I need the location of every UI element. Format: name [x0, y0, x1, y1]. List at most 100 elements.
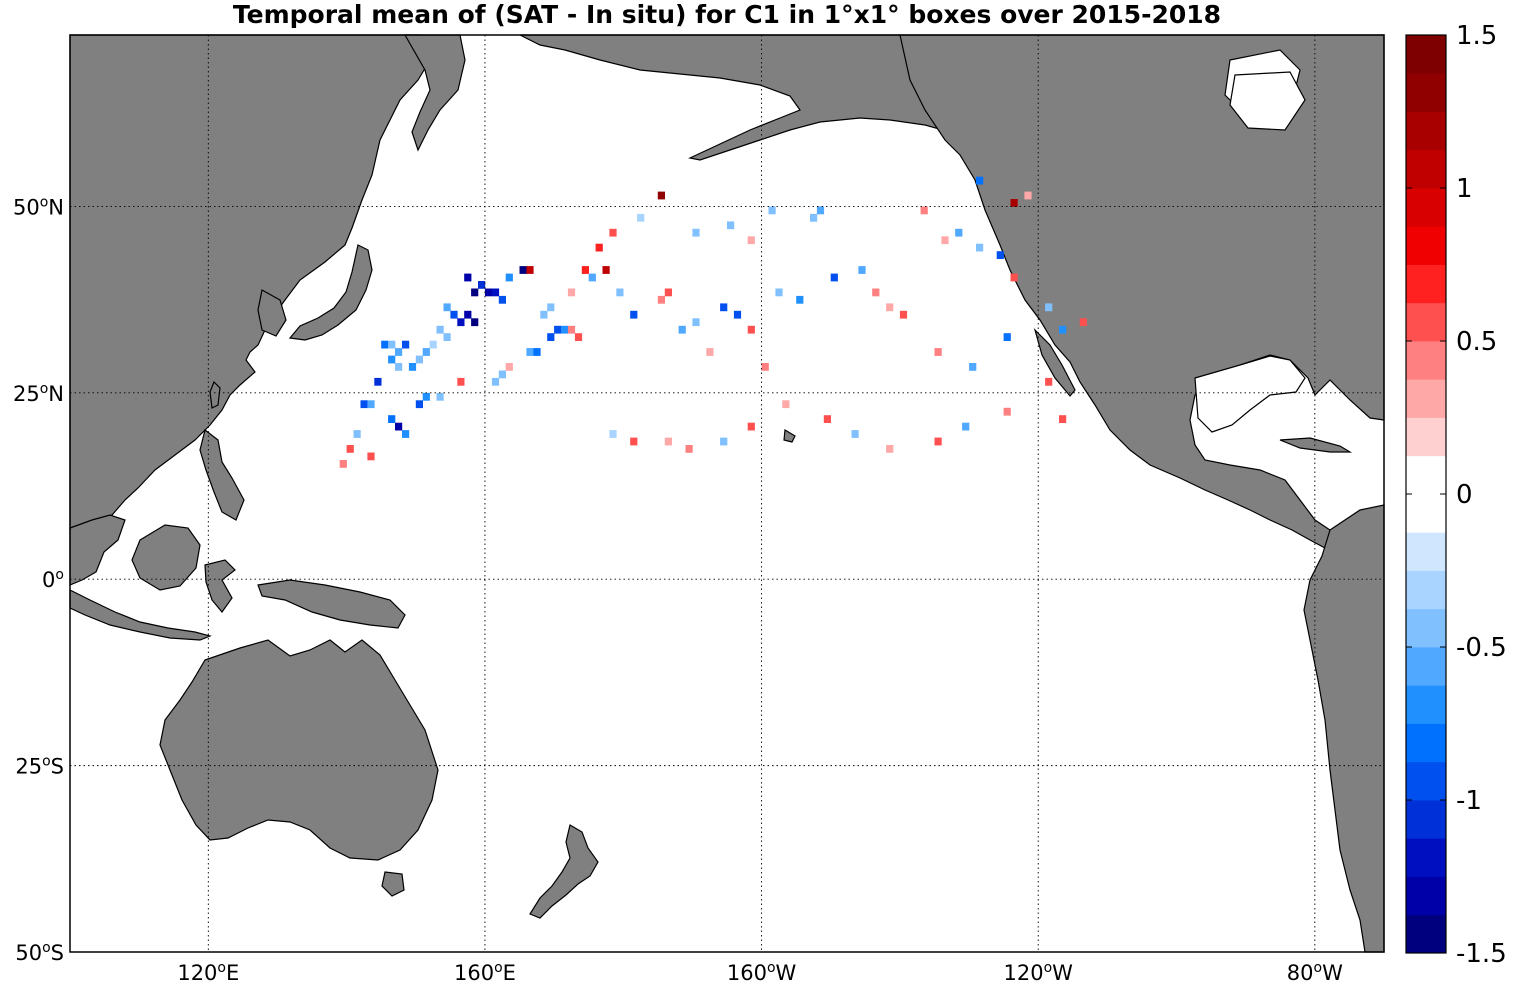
- data-cell: [395, 348, 403, 356]
- data-cell: [1003, 333, 1011, 341]
- colorbar: 1.5 1 0.5 0 -0.5 -1 -1.5: [1405, 21, 1507, 969]
- data-cell: [637, 213, 645, 222]
- data-cell: [886, 303, 894, 312]
- data-cell: [381, 340, 389, 349]
- data-cell: [443, 333, 451, 341]
- data-cell: [498, 370, 506, 379]
- data-cell: [830, 273, 838, 282]
- longitude-label: 160oW: [727, 960, 797, 984]
- data-cell: [810, 213, 818, 222]
- data-cell: [491, 288, 500, 297]
- data-cell: [851, 430, 859, 438]
- latitude-labels: 50oN 25oN 0o 25oS 50oS: [13, 194, 64, 965]
- data-cell: [388, 340, 396, 349]
- data-cell: [471, 288, 479, 297]
- colorbar-tick-label: -1.5: [1456, 939, 1507, 969]
- data-cell: [374, 377, 382, 386]
- longitude-label: 120oW: [1003, 960, 1073, 984]
- colorbar-swatch: [1406, 73, 1446, 112]
- data-cell: [934, 437, 942, 446]
- new-guinea-landmass: [257, 579, 406, 629]
- data-cell: [720, 303, 728, 312]
- colorbar-swatch: [1406, 647, 1446, 686]
- data-cell: [588, 273, 596, 282]
- data-cell: [415, 400, 423, 409]
- sulawesi-landmass: [204, 559, 236, 613]
- colorbar-swatches: [1406, 35, 1446, 954]
- colorbar-swatch: [1406, 570, 1446, 610]
- colorbar-tick-label: 0: [1456, 480, 1473, 510]
- data-cells: [339, 176, 1087, 468]
- data-cell: [408, 363, 417, 371]
- data-cell: [664, 288, 672, 297]
- colorbar-swatch: [1406, 149, 1446, 189]
- data-cell: [519, 266, 527, 274]
- data-cell: [484, 288, 493, 297]
- data-cell: [899, 310, 908, 319]
- data-cell: [962, 422, 970, 431]
- data-cell: [1010, 199, 1018, 207]
- data-cell: [941, 236, 949, 245]
- data-cell: [367, 452, 375, 461]
- data-cell: [471, 318, 479, 327]
- hudson-bay-water: [1229, 71, 1306, 131]
- data-cell: [747, 236, 755, 245]
- latitude-label: 50oN: [13, 194, 64, 219]
- colorbar-swatch: [1406, 302, 1446, 342]
- graticule: [70, 35, 1384, 952]
- data-cell: [415, 355, 423, 364]
- japan-landmass: [288, 244, 373, 341]
- colorbar-swatch: [1406, 417, 1446, 457]
- data-cell: [395, 422, 403, 431]
- data-cell: [747, 422, 755, 431]
- land-masses: [69, 34, 1385, 953]
- data-cell: [733, 310, 742, 319]
- colorbar-swatch: [1406, 264, 1446, 304]
- data-cell: [692, 318, 700, 327]
- colorbar-swatch: [1406, 35, 1446, 74]
- longitude-labels: 120oE 160oE 160oW 120oW 80oW: [177, 960, 1343, 984]
- data-cell: [547, 303, 555, 312]
- map-panel: 50oN 25oN 0o 25oS 50oS 120oE 160oE 160oW 120oW 8…: [13, 34, 1385, 984]
- latitude-label: 50oS: [15, 940, 64, 965]
- sumatra-java-landmass: [69, 589, 212, 641]
- colorbar-swatch: [1406, 608, 1446, 648]
- longitude-label: 160oE: [454, 960, 516, 984]
- data-cell: [457, 377, 465, 386]
- data-cell: [602, 266, 610, 274]
- data-cell: [664, 437, 672, 446]
- data-cell: [657, 191, 665, 200]
- data-cell: [768, 206, 776, 215]
- data-cell: [567, 325, 576, 334]
- data-cell: [920, 206, 928, 215]
- data-cell: [561, 325, 569, 334]
- data-cell: [976, 243, 984, 252]
- colorbar-swatch: [1406, 341, 1446, 380]
- data-cell: [436, 392, 444, 401]
- data-cell: [1045, 303, 1053, 312]
- data-cell: [436, 325, 444, 334]
- data-cell: [388, 415, 396, 423]
- data-cell: [450, 310, 458, 319]
- data-cell: [567, 288, 576, 297]
- hawaii-landmass: [783, 428, 796, 443]
- data-cell: [547, 333, 555, 341]
- map-frame: [69, 34, 1385, 953]
- data-cell: [422, 392, 430, 401]
- data-cell: [858, 266, 866, 274]
- data-cell: [1059, 415, 1067, 423]
- data-cell: [457, 318, 465, 327]
- data-cell: [706, 348, 714, 356]
- data-cell: [816, 206, 825, 215]
- colorbar-swatch: [1406, 494, 1446, 533]
- data-cell: [761, 363, 769, 371]
- colorbar-tick-label: 1.5: [1456, 21, 1497, 51]
- data-cell: [533, 348, 541, 356]
- data-cell: [657, 295, 665, 304]
- data-cell: [976, 176, 984, 185]
- data-cell: [429, 340, 437, 349]
- korea-landmass: [257, 289, 287, 337]
- data-cell: [395, 363, 403, 371]
- data-cell: [478, 281, 486, 289]
- data-cell: [720, 437, 728, 446]
